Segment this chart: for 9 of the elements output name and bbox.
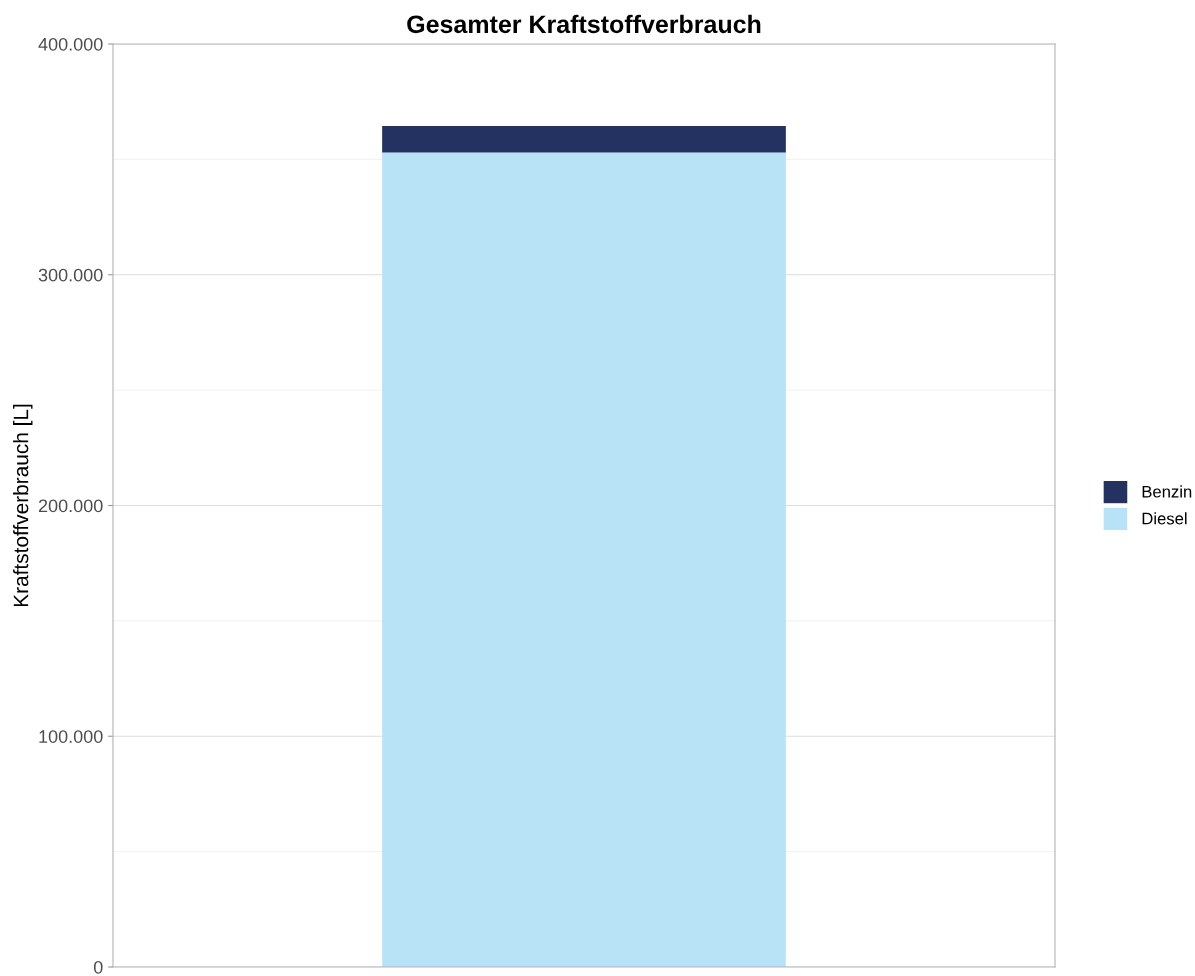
chart-title: Gesamter Kraftstoffverbrauch [407, 14, 761, 34]
y-tick-label: 100.000 [39, 730, 103, 743]
y-tick-label: 400.000 [38, 37, 103, 51]
y-tick-label: 0 [93, 960, 103, 974]
legend-label: Diesel [1142, 512, 1187, 525]
y-tick-label: 200.000 [38, 499, 103, 513]
y-axis-title: Kraftstoffverbrauch [L] [13, 404, 33, 607]
y-tick-label: 300.000 [38, 268, 103, 282]
legend-label: Benzin [1142, 485, 1192, 498]
